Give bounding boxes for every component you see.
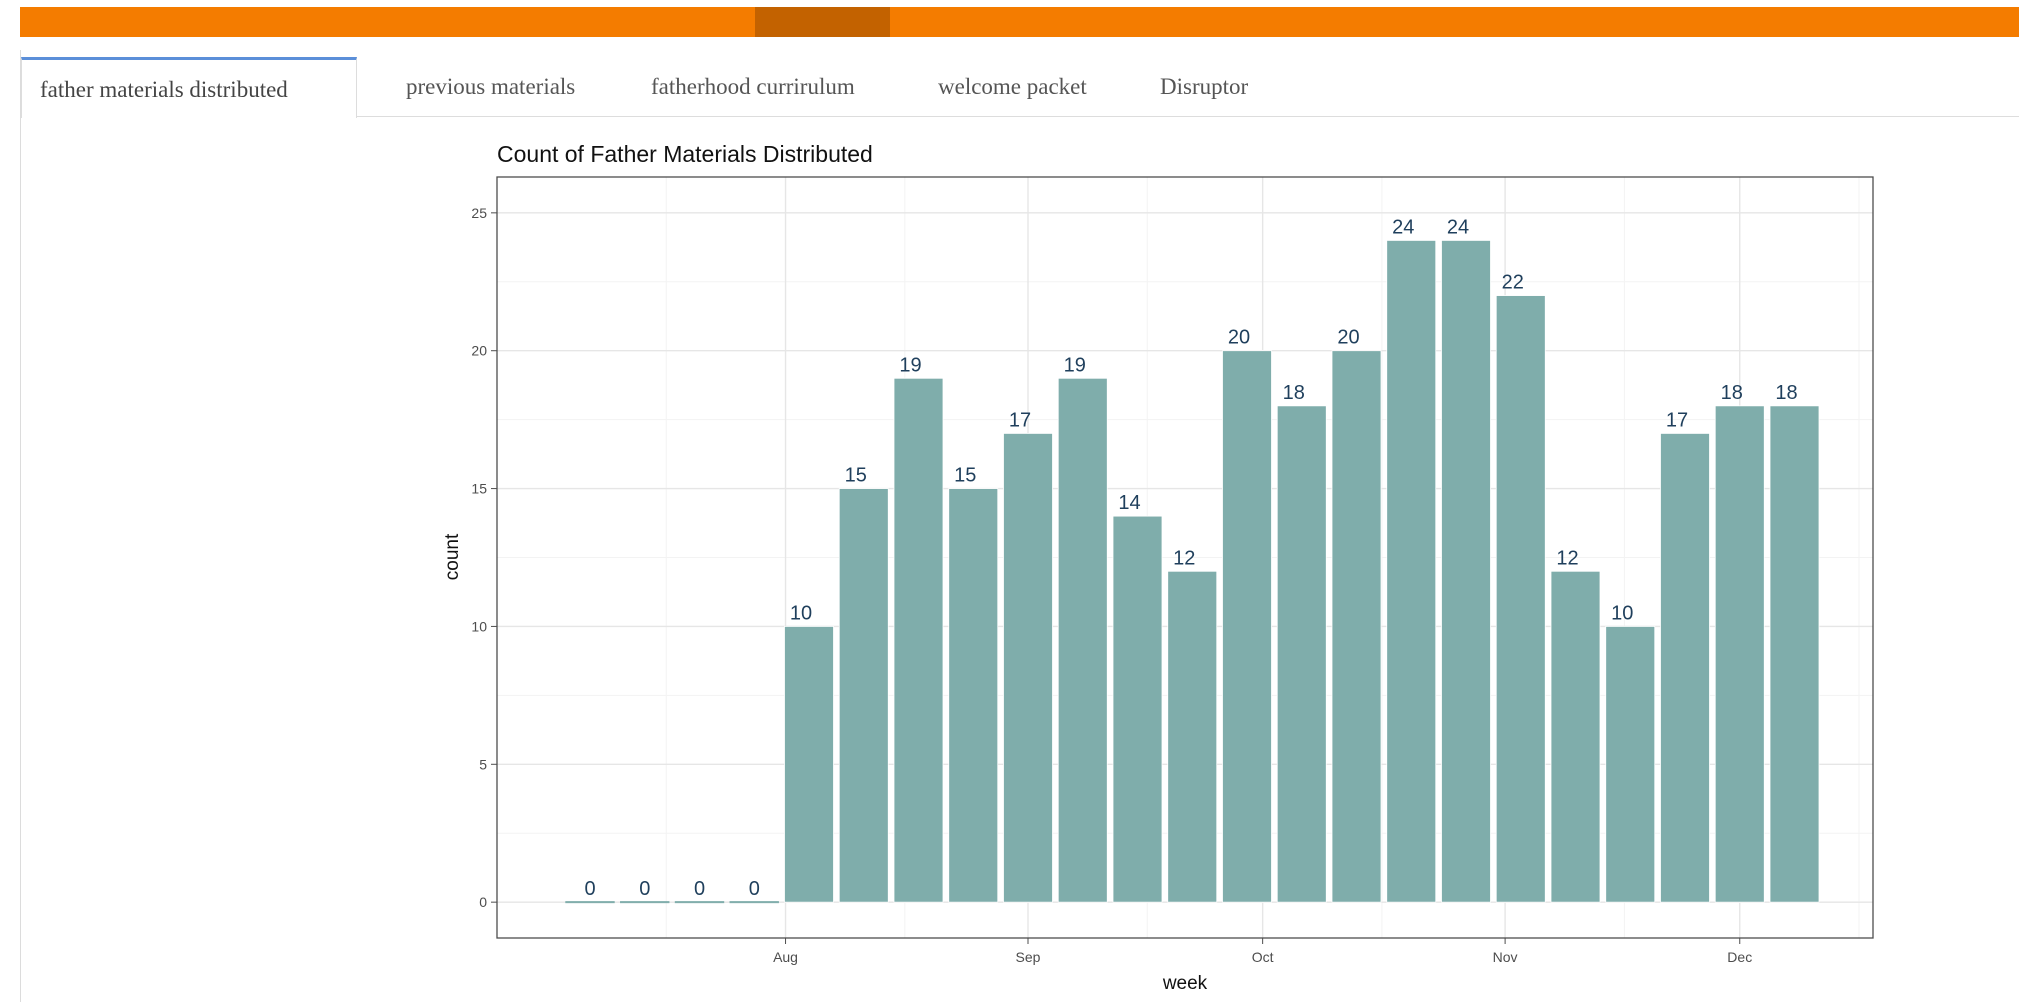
- tab-fatherhood-currirulum[interactable]: fatherhood currirulum: [651, 74, 855, 99]
- x-tick-label: Nov: [1493, 949, 1518, 965]
- tab-welcome-packet[interactable]: welcome packet: [938, 74, 1087, 99]
- top-header-bar: [20, 7, 2019, 37]
- bar: [1495, 295, 1546, 903]
- y-tick-label: 20: [471, 343, 487, 359]
- bar-value-label: 20: [1228, 327, 1250, 349]
- bar: [1276, 405, 1327, 903]
- bar-value-label: 19: [1064, 354, 1086, 376]
- tab-previous-materials[interactable]: previous materials: [406, 74, 576, 99]
- bar-value-label: 0: [584, 878, 595, 900]
- bar: [838, 488, 889, 903]
- bar-value-label: 15: [845, 465, 867, 487]
- tab-disruptor[interactable]: Disruptor: [1160, 74, 1249, 99]
- bar-value-label: 10: [790, 602, 812, 624]
- bar-labels: 0 0 0 0 10 15 19 15 17 19 14 12 20 18 20 24 24 22 12 10 17 18…: [584, 216, 1797, 900]
- bar: [620, 901, 670, 904]
- x-axis-label: week: [1162, 973, 1208, 994]
- plot-panel-border: [496, 176, 1874, 939]
- bar: [674, 901, 725, 904]
- bar-value-label: 20: [1337, 327, 1359, 349]
- tab-father-materials-distributed[interactable]: father materials distributed: [21, 57, 357, 118]
- bar: [1441, 240, 1491, 903]
- x-tick-label: Dec: [1727, 949, 1752, 965]
- bar: [1057, 377, 1108, 903]
- bar-value-label: 0: [749, 878, 760, 900]
- bar-value-label: 14: [1118, 492, 1140, 514]
- bar-value-label: 17: [1666, 409, 1688, 431]
- bar: [1331, 350, 1382, 903]
- chart-title: Count of Father Materials Distributed: [497, 141, 873, 167]
- bar-value-label: 18: [1775, 382, 1797, 404]
- y-tick-label: 0: [479, 894, 487, 910]
- bar: [784, 626, 834, 903]
- bar-value-label: 12: [1173, 547, 1195, 569]
- bar: [729, 901, 779, 904]
- y-axis: 0 5 10 15 20 25: [471, 205, 497, 910]
- bar-value-label: 18: [1721, 382, 1743, 404]
- bar: [565, 901, 615, 904]
- bar: [1167, 570, 1218, 903]
- y-tick-label: 15: [471, 481, 487, 497]
- tab-bar: father materials distributed previous ma…: [21, 57, 2019, 118]
- x-tick-label: Aug: [773, 949, 798, 965]
- bar-value-label: 19: [899, 354, 921, 376]
- bar: [893, 377, 944, 903]
- bar-value-label: 0: [639, 878, 650, 900]
- bar-value-label: 12: [1556, 547, 1578, 569]
- bar-value-label: 15: [954, 465, 976, 487]
- x-axis: Aug Sep Oct Nov Dec: [773, 938, 1752, 965]
- bar: [1003, 433, 1053, 903]
- bar-value-label: 22: [1502, 272, 1524, 294]
- bar-value-label: 17: [1009, 409, 1031, 431]
- bar-value-label: 0: [694, 878, 705, 900]
- bar: [948, 488, 999, 903]
- bar-value-label: 10: [1611, 602, 1633, 624]
- x-tick-label: Oct: [1252, 949, 1274, 965]
- bar: [1769, 405, 1820, 903]
- y-tick-label: 10: [471, 618, 487, 634]
- bar: [1605, 626, 1656, 903]
- bar-value-label: 24: [1447, 216, 1469, 238]
- bar: [1112, 515, 1163, 903]
- page-left-gutter: [0, 0, 20, 1002]
- header-active-item[interactable]: [755, 7, 890, 37]
- y-tick-label: 5: [479, 756, 487, 772]
- y-axis-label: count: [442, 533, 463, 580]
- bar: [1222, 350, 1272, 903]
- bar: [1550, 570, 1601, 903]
- y-tick-label: 25: [471, 205, 487, 221]
- x-tick-label: Sep: [1016, 949, 1041, 965]
- bar: [1386, 240, 1437, 903]
- bar: [1660, 433, 1710, 903]
- bar: [1714, 405, 1765, 903]
- bar-value-label: 24: [1392, 216, 1414, 238]
- bar-value-label: 18: [1283, 382, 1305, 404]
- bars: [565, 240, 1820, 904]
